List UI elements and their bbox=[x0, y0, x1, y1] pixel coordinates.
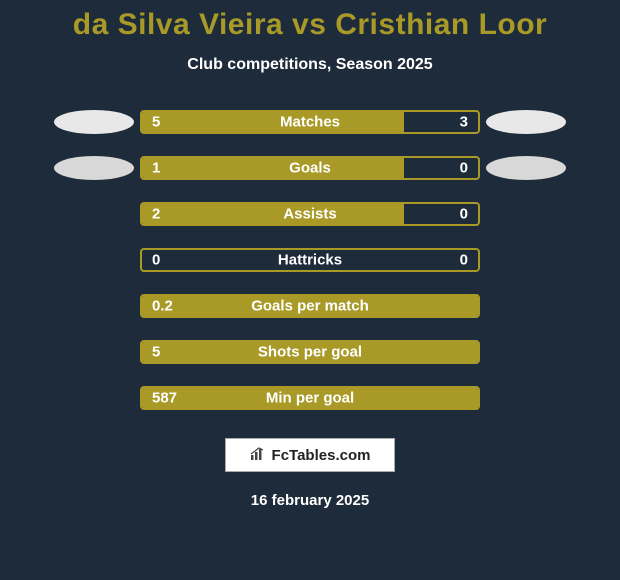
badge-spacer bbox=[54, 386, 134, 410]
stat-bar: 1 Goals 0 bbox=[140, 156, 480, 180]
badge-spacer bbox=[486, 386, 566, 410]
stat-row: 5 Shots per goal bbox=[0, 340, 620, 364]
stat-right-value: 0 bbox=[460, 160, 468, 177]
stat-bar: 0.2 Goals per match bbox=[140, 294, 480, 318]
stat-label: Min per goal bbox=[266, 390, 354, 407]
stat-right-value: 3 bbox=[460, 114, 468, 131]
stat-bar: 0 Hattricks 0 bbox=[140, 248, 480, 272]
badge-spacer bbox=[54, 340, 134, 364]
stat-label: Assists bbox=[283, 206, 336, 223]
stat-label: Goals per match bbox=[251, 298, 369, 315]
stats-list: 5 Matches 3 1 Goals 0 2 Assists 0 0 Hattricks 0 0.2 G… bbox=[0, 110, 620, 410]
brand-text: FcTables.com bbox=[272, 447, 371, 464]
badge-spacer bbox=[54, 248, 134, 272]
stat-bar-fill bbox=[142, 204, 404, 224]
stat-left-value: 587 bbox=[152, 390, 177, 407]
right-team-badge bbox=[486, 110, 566, 134]
date-label: 16 february 2025 bbox=[0, 492, 620, 509]
brand-badge[interactable]: FcTables.com bbox=[225, 438, 395, 472]
badge-spacer bbox=[486, 294, 566, 318]
stat-bar: 587 Min per goal bbox=[140, 386, 480, 410]
stat-label: Shots per goal bbox=[258, 344, 362, 361]
stat-bar: 5 Matches 3 bbox=[140, 110, 480, 134]
stat-row: 1 Goals 0 bbox=[0, 156, 620, 180]
badge-spacer bbox=[54, 202, 134, 226]
stat-row: 5 Matches 3 bbox=[0, 110, 620, 134]
stat-right-value: 0 bbox=[460, 206, 468, 223]
stat-bar: 2 Assists 0 bbox=[140, 202, 480, 226]
stat-row: 587 Min per goal bbox=[0, 386, 620, 410]
stat-left-value: 1 bbox=[152, 160, 160, 177]
stat-left-value: 5 bbox=[152, 114, 160, 131]
badge-spacer bbox=[486, 340, 566, 364]
stat-row: 0.2 Goals per match bbox=[0, 294, 620, 318]
comparison-card: da Silva Vieira vs Cristhian Loor Club c… bbox=[0, 0, 620, 580]
right-team-badge bbox=[486, 156, 566, 180]
chart-icon bbox=[250, 447, 266, 464]
stat-label: Matches bbox=[280, 114, 340, 131]
page-title: da Silva Vieira vs Cristhian Loor bbox=[0, 0, 620, 42]
stat-left-value: 0.2 bbox=[152, 298, 173, 315]
left-team-badge bbox=[54, 156, 134, 180]
stat-left-value: 0 bbox=[152, 252, 160, 269]
stat-label: Hattricks bbox=[278, 252, 342, 269]
stat-right-value: 0 bbox=[460, 252, 468, 269]
stat-label: Goals bbox=[289, 160, 331, 177]
stat-row: 2 Assists 0 bbox=[0, 202, 620, 226]
badge-spacer bbox=[486, 248, 566, 272]
stat-left-value: 2 bbox=[152, 206, 160, 223]
badge-spacer bbox=[54, 294, 134, 318]
left-team-badge bbox=[54, 110, 134, 134]
stat-bar-fill bbox=[142, 158, 404, 178]
stat-bar-fill bbox=[142, 112, 404, 132]
badge-spacer bbox=[486, 202, 566, 226]
stat-bar: 5 Shots per goal bbox=[140, 340, 480, 364]
subtitle: Club competitions, Season 2025 bbox=[0, 56, 620, 74]
stat-left-value: 5 bbox=[152, 344, 160, 361]
stat-row: 0 Hattricks 0 bbox=[0, 248, 620, 272]
